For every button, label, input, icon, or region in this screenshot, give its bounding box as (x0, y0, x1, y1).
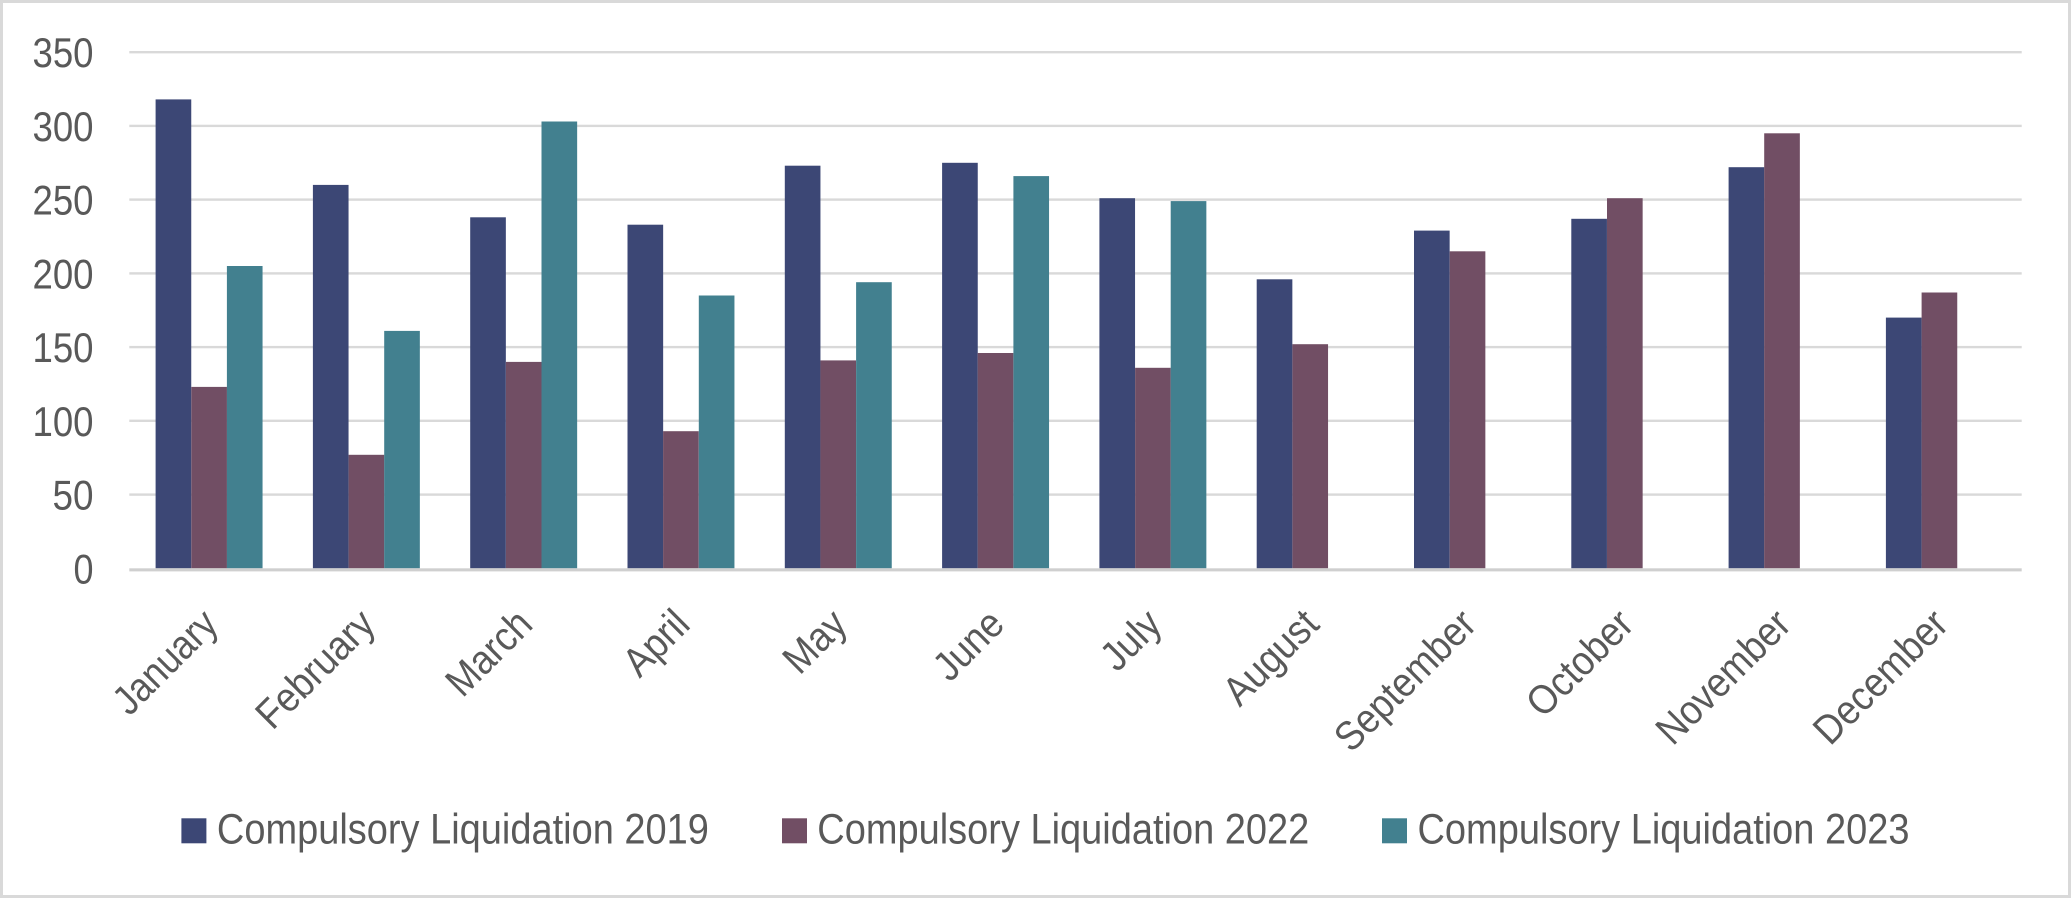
svg-text:50: 50 (53, 472, 94, 519)
svg-text:100: 100 (33, 398, 94, 445)
svg-text:350: 350 (33, 29, 94, 76)
svg-text:Compulsory Liquidation 2022: Compulsory Liquidation 2022 (817, 806, 1309, 853)
svg-text:Compulsory Liquidation 2019: Compulsory Liquidation 2019 (217, 806, 709, 853)
svg-text:Compulsory Liquidation 2023: Compulsory Liquidation 2023 (1418, 806, 1910, 853)
svg-text:200: 200 (33, 250, 94, 297)
svg-text:0: 0 (74, 545, 94, 592)
svg-text:150: 150 (33, 324, 94, 371)
svg-text:300: 300 (33, 103, 94, 150)
svg-text:250: 250 (33, 177, 94, 224)
